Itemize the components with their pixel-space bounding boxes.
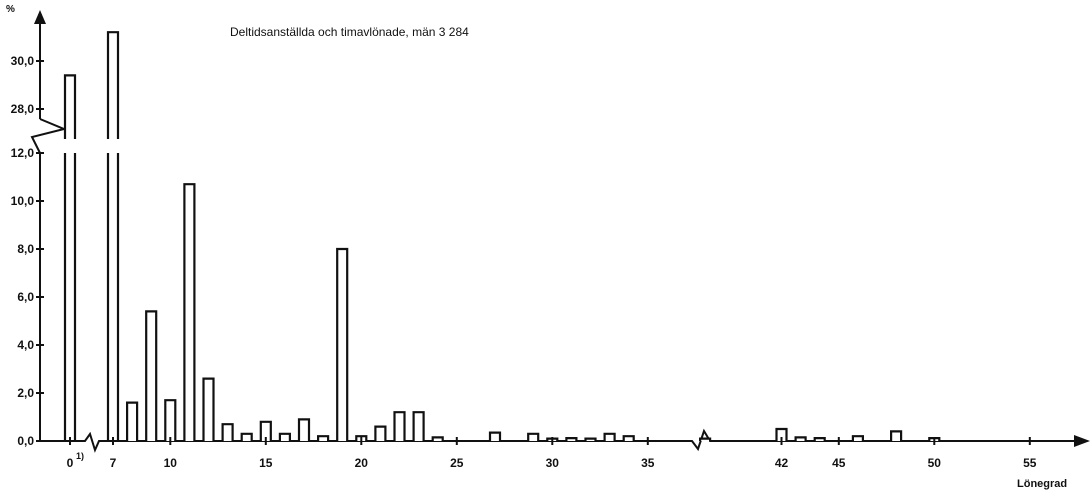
x-tick-label: 0	[67, 456, 74, 470]
x-axis-label: Lönegrad	[1017, 478, 1067, 490]
bar	[317, 435, 330, 441]
x-tick-label: 20	[355, 456, 369, 470]
y-tick-label: 28,0	[11, 102, 35, 116]
y-axis-label: %	[6, 4, 15, 15]
y-tick-label: 4,0	[17, 338, 34, 352]
bar	[431, 436, 444, 441]
bar	[527, 432, 540, 441]
y-axis-break	[30, 118, 68, 154]
bar	[164, 399, 177, 441]
bar	[851, 435, 864, 441]
bar	[890, 430, 903, 441]
bar	[374, 425, 387, 441]
bars	[63, 31, 941, 441]
bar	[412, 411, 425, 441]
bar-lower	[106, 153, 120, 441]
bar	[278, 432, 291, 441]
y-axis-arrow	[34, 10, 46, 24]
bar-lower	[63, 153, 77, 441]
bar	[145, 310, 158, 441]
bar	[336, 247, 349, 441]
x-axis-arrow	[1074, 435, 1090, 447]
x-tick-label: 25	[450, 456, 464, 470]
bar	[565, 437, 578, 441]
y-tick-label: 2,0	[17, 386, 34, 400]
x-tick-label: 45	[832, 456, 846, 470]
bar	[603, 432, 616, 441]
y-tick-label: 8,0	[17, 242, 34, 256]
bar	[794, 436, 807, 441]
bar	[126, 401, 139, 441]
bar	[622, 435, 635, 441]
x-tick-label: 10	[164, 456, 178, 470]
y-tick-label: 10,0	[11, 194, 35, 208]
y-tick-label: 0,0	[17, 434, 34, 448]
bar	[699, 437, 712, 441]
bar	[584, 437, 597, 441]
bar	[813, 437, 826, 441]
x-tick-label: 50	[928, 456, 942, 470]
bar	[259, 420, 272, 441]
y-tick-label: 6,0	[17, 290, 34, 304]
bar	[240, 432, 253, 441]
x-tick-label: 55	[1023, 456, 1037, 470]
x-tick-label: 30	[546, 456, 560, 470]
x-ticks: 01)71015202530354245505560	[67, 437, 1037, 470]
bar	[488, 431, 502, 441]
bar	[202, 377, 215, 441]
y-tick-label: 12,0	[11, 146, 35, 160]
bar	[393, 411, 406, 441]
bar	[297, 418, 311, 441]
bar-upper	[106, 31, 120, 139]
x-tick-label: 15	[259, 456, 273, 470]
bar	[775, 427, 788, 441]
bar-upper	[63, 74, 77, 139]
x-axis-line	[40, 428, 1082, 453]
bar	[183, 183, 196, 441]
y-tick-label: 30,0	[11, 54, 35, 68]
bar	[221, 423, 234, 441]
x-tick-superscript: 1)	[76, 451, 84, 461]
chart-title: Deltidsanställda och timavlönade, män 3 …	[230, 25, 469, 39]
x-tick-label: 35	[641, 456, 655, 470]
x-tick-label: 42	[775, 456, 789, 470]
y-ticks: 0,0 2,0 4,0 6,0 8,0 10,0 12,0 28,0 30,0	[11, 54, 44, 448]
x-tick-label: 7	[110, 456, 117, 470]
